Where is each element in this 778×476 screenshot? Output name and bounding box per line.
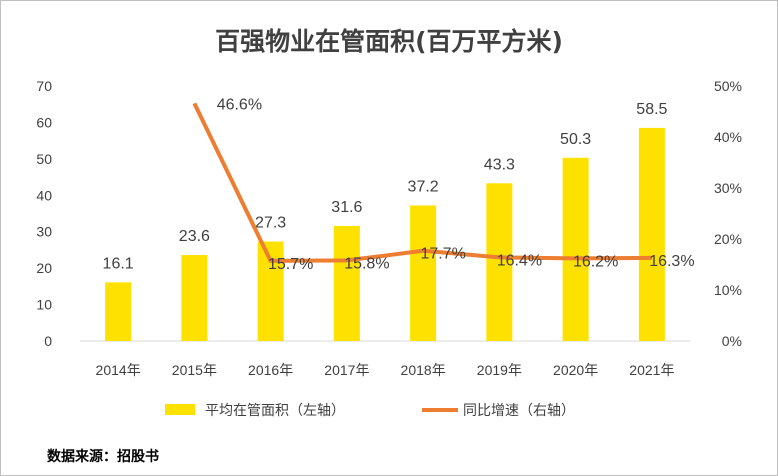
bar-value-label: 58.5: [636, 101, 667, 118]
line-value-label: 15.7%: [268, 256, 313, 273]
bar-value-label: 27.3: [255, 215, 286, 232]
x-tick-label: 2021年: [629, 362, 674, 378]
x-tick-label: 2014年: [96, 362, 141, 378]
line-value-label: 16.3%: [649, 253, 694, 270]
x-axis: 2014年 2015年 2016年 2017年 2018年 2019年 2020年 2021年: [96, 362, 675, 378]
bar: [562, 157, 589, 341]
line-value-label: 16.2%: [573, 253, 618, 270]
legend: 平均在管面积（左轴） 同比增速（右轴）: [165, 403, 575, 419]
x-tick-label: 2019年: [477, 362, 522, 378]
left-tick-label: 50: [36, 151, 52, 167]
chart-title: 百强物业在管面积(百万平方米): [215, 27, 563, 56]
left-tick-label: 20: [36, 260, 52, 276]
left-tick-label: 60: [36, 114, 52, 130]
right-tick-label: 0%: [722, 333, 742, 349]
bar-value-label: 23.6: [179, 228, 210, 245]
left-tick-label: 0: [44, 333, 52, 349]
bar-value-label: 37.2: [408, 178, 439, 195]
growth-line: [192, 102, 652, 263]
bar: [410, 205, 437, 341]
left-tick-label: 10: [36, 297, 52, 313]
right-tick-label: 30%: [714, 180, 742, 196]
line-value-label: 16.4%: [497, 252, 542, 269]
right-tick-label: 20%: [714, 231, 742, 247]
x-tick-label: 2015年: [172, 362, 217, 378]
bar: [333, 225, 360, 341]
legend-label-line: 同比增速（右轴）: [463, 403, 575, 419]
x-tick-label: 2017年: [324, 362, 369, 378]
left-tick-label: 40: [36, 187, 52, 203]
bar-data-labels: 16.1 23.6 27.3 31.6 37.2 43.3 50.3 58.5: [103, 101, 668, 272]
bar-value-label: 31.6: [331, 199, 362, 216]
bar-value-label: 50.3: [560, 131, 591, 148]
x-tick-label: 2018年: [401, 362, 446, 378]
legend-swatch-bar: [165, 404, 195, 415]
right-tick-label: 10%: [714, 282, 742, 298]
right-tick-label: 40%: [714, 129, 742, 145]
legend-label-bar: 平均在管面积（左轴）: [205, 403, 345, 419]
source-note: 数据来源：招股书: [47, 449, 159, 465]
bar-value-label: 43.3: [484, 156, 515, 173]
left-tick-label: 30: [36, 224, 52, 240]
bar-value-label: 16.1: [103, 255, 134, 272]
left-tick-label: 70: [36, 78, 52, 94]
bar: [181, 255, 208, 341]
line-data-labels: 46.6% 15.7% 15.8% 17.7% 16.4% 16.2% 16.3%: [217, 96, 695, 273]
line-value-label: 17.7%: [420, 246, 465, 263]
line-value-label: 46.6%: [217, 96, 262, 113]
x-tick-label: 2020年: [553, 362, 598, 378]
left-axis: 0 10 20 30 40 50 60 70: [36, 78, 52, 349]
x-tick-label: 2016年: [248, 362, 293, 378]
bar: [638, 127, 665, 342]
bar: [486, 183, 513, 341]
bar: [105, 282, 132, 341]
line-series: [192, 102, 652, 263]
right-tick-label: 50%: [714, 78, 742, 94]
right-axis: 0% 10% 20% 30% 40% 50%: [714, 78, 742, 349]
line-value-label: 15.8%: [344, 255, 389, 272]
